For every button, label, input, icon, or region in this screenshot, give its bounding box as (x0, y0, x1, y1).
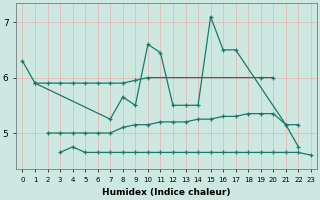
X-axis label: Humidex (Indice chaleur): Humidex (Indice chaleur) (102, 188, 231, 197)
